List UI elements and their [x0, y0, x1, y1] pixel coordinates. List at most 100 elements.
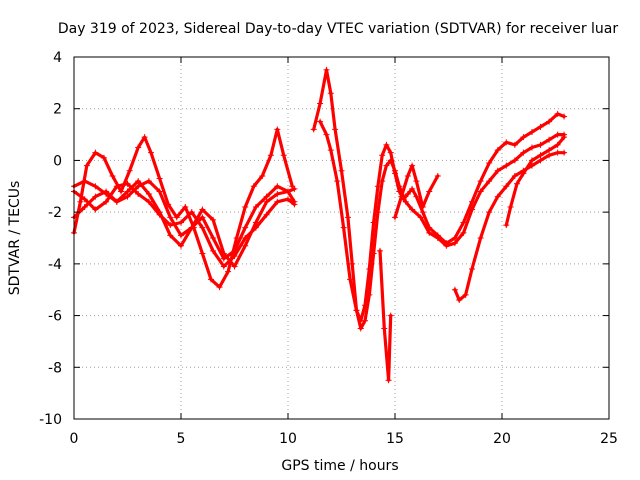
y-tick-label: 4 [53, 50, 62, 66]
plot-frame [73, 56, 610, 420]
data-point [347, 276, 354, 283]
data-point [327, 147, 334, 154]
series-line-track-d [72, 182, 296, 268]
data-point [349, 260, 356, 267]
data-point [156, 211, 163, 218]
data-point [494, 193, 501, 200]
data-point [148, 149, 155, 156]
data-point [252, 203, 259, 210]
x-tick-label: 10 [279, 431, 297, 447]
data-point [207, 276, 214, 283]
data-point [460, 219, 467, 226]
data-point [263, 193, 270, 200]
data-point [426, 188, 433, 195]
x-tick-label: 15 [386, 431, 404, 447]
data-point [173, 214, 180, 221]
data-point [477, 188, 484, 195]
data-point [92, 193, 99, 200]
data-point [274, 198, 281, 205]
data-point [274, 191, 281, 198]
y-tick-label: -4 [48, 257, 62, 273]
data-point [434, 172, 441, 179]
series-layer [71, 66, 568, 384]
data-point [404, 191, 411, 198]
data-point [267, 152, 274, 159]
data-point [178, 219, 184, 226]
data-point [231, 263, 238, 270]
data-point [167, 214, 174, 221]
data-point [242, 224, 249, 231]
data-point [451, 240, 458, 247]
data-point [259, 172, 266, 179]
data-point [124, 180, 131, 187]
data-point [353, 307, 360, 314]
data-point [554, 141, 561, 148]
data-point [92, 206, 99, 213]
data-point [520, 170, 527, 177]
data-point [528, 128, 535, 135]
y-tick-label: -6 [48, 309, 62, 325]
data-point [377, 247, 384, 254]
data-point [285, 196, 291, 203]
data-point [199, 206, 206, 213]
data-point [92, 183, 99, 190]
data-point [220, 250, 227, 257]
data-point [135, 191, 142, 198]
data-point [561, 149, 568, 156]
data-point [274, 126, 281, 133]
data-point [188, 224, 195, 231]
data-point [513, 180, 520, 187]
data-point [443, 242, 450, 249]
data-point [528, 144, 535, 151]
data-point [167, 222, 174, 229]
data-point [263, 198, 270, 205]
data-point [126, 167, 133, 174]
data-point [494, 147, 501, 154]
data-point [537, 152, 544, 159]
data-point [145, 191, 152, 198]
data-point [220, 263, 227, 270]
y-tick-label: -2 [48, 205, 62, 221]
data-point [362, 317, 369, 324]
data-point [156, 175, 163, 182]
data-point [188, 209, 195, 216]
data-point [494, 167, 501, 174]
data-point [231, 253, 238, 260]
data-point [392, 214, 398, 221]
data-point [503, 222, 510, 229]
data-point [546, 136, 553, 143]
data-point [100, 154, 107, 161]
data-point [528, 157, 535, 164]
data-point [417, 214, 424, 221]
data-point [210, 247, 217, 254]
data-point [135, 183, 142, 190]
data-point [370, 250, 377, 257]
data-point [366, 291, 373, 298]
data-point [486, 209, 493, 216]
data-point [413, 178, 420, 185]
data-point [383, 162, 390, 169]
data-point [135, 178, 142, 185]
data-point [357, 325, 364, 332]
data-point [317, 100, 324, 107]
data-point [554, 110, 561, 117]
series-line-track-g [378, 249, 393, 382]
data-point [332, 126, 339, 133]
y-tick-label: -10 [39, 412, 62, 428]
data-point [233, 235, 240, 241]
data-point [242, 235, 249, 241]
data-point [419, 203, 426, 210]
data-point [379, 152, 386, 159]
data-point [451, 286, 458, 293]
data-point [469, 266, 476, 273]
data-point [546, 147, 553, 154]
data-point [327, 90, 334, 97]
data-point [387, 157, 394, 164]
data-point [387, 149, 394, 156]
data-point [426, 229, 433, 236]
data-point [520, 149, 527, 156]
data-point [252, 224, 259, 231]
data-point [413, 193, 420, 200]
